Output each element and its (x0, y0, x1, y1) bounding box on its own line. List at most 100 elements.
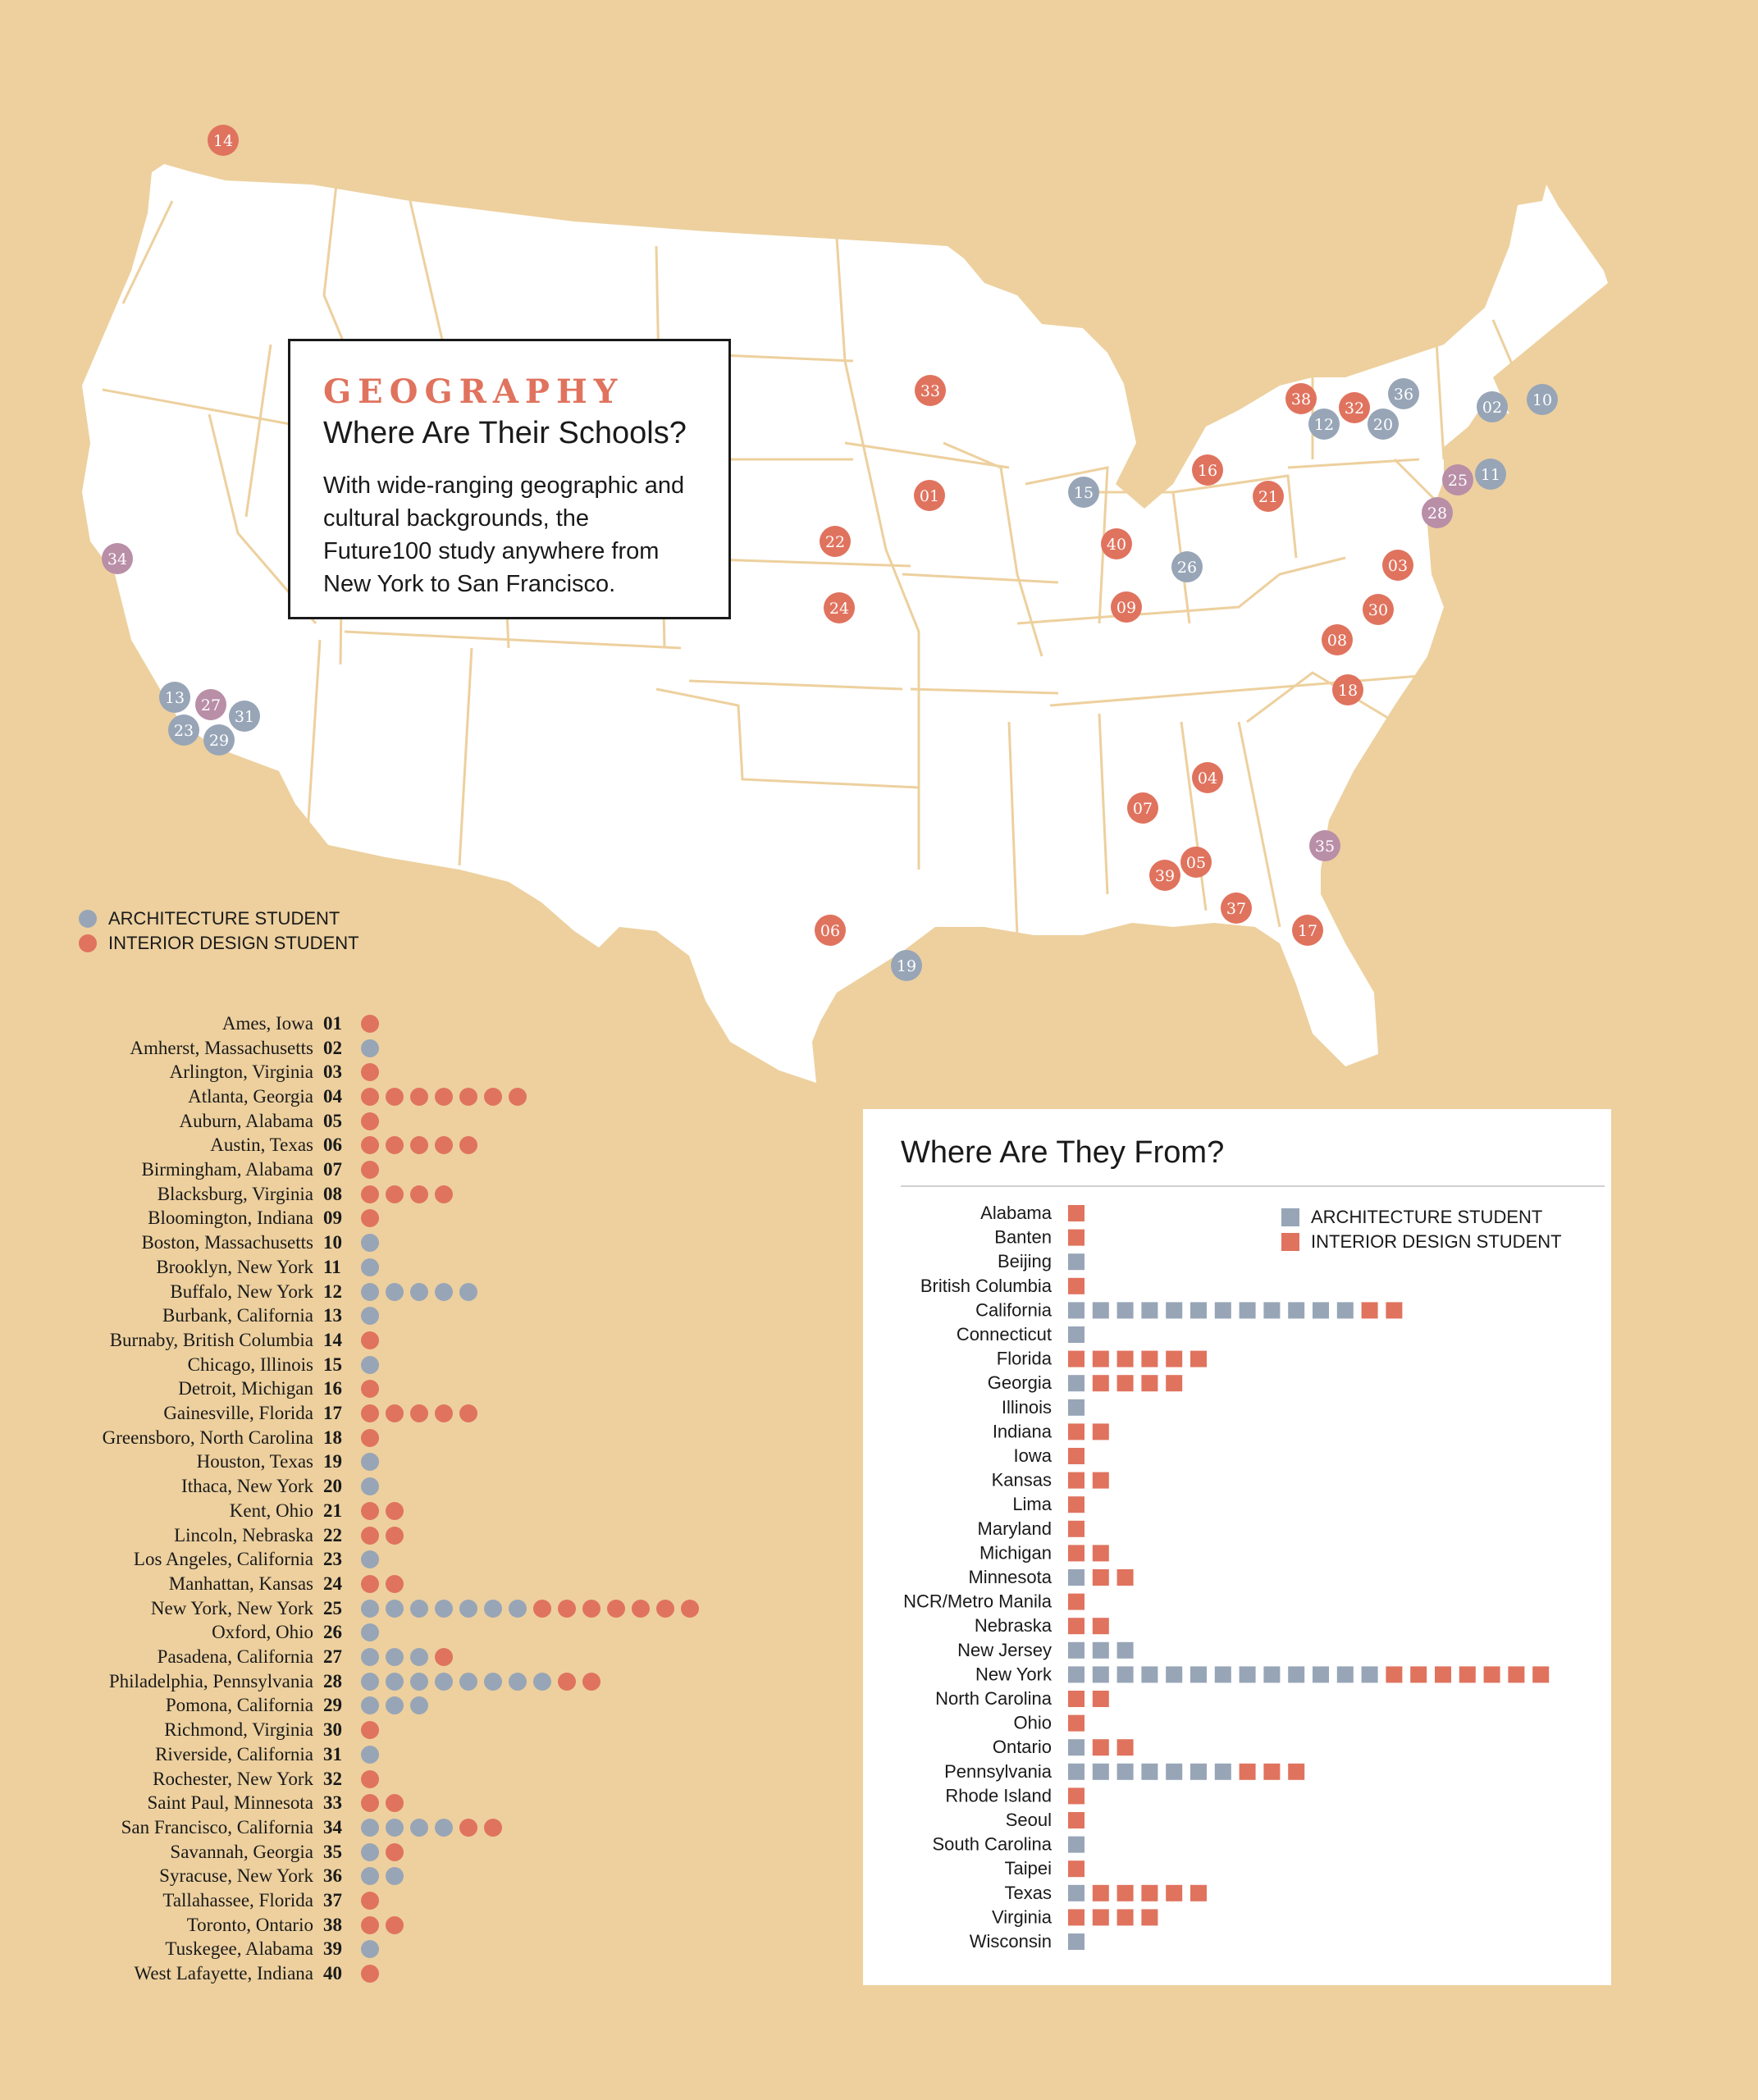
school-row: Buffalo, New York 12 (0, 1280, 738, 1304)
interior-square (1068, 1205, 1084, 1221)
interior-square (1166, 1375, 1183, 1392)
map-marker-circle (1171, 551, 1203, 582)
school-number: 14 (323, 1329, 342, 1350)
interior-student-dot (361, 1185, 379, 1203)
map-marker-circle (1527, 384, 1558, 415)
interior-student-dot (435, 1087, 453, 1106)
interior-square (1092, 1691, 1109, 1707)
school-name: Burnaby, British Columbia (109, 1329, 313, 1350)
map-marker-39: 39 (1149, 860, 1180, 891)
interior-student-dot (582, 1672, 600, 1691)
map-marker-circle (1101, 528, 1132, 559)
map-marker-label: 14 (213, 132, 233, 150)
chart-category-label: Ontario (993, 1737, 1052, 1757)
map-marker-label: 07 (1133, 800, 1153, 818)
map-marker-label: 19 (897, 957, 916, 975)
map-marker-circle (195, 689, 226, 720)
school-name: Kent, Ohio (229, 1500, 313, 1521)
interior-square (1068, 1472, 1084, 1489)
school-student-dots (361, 1672, 600, 1691)
interior-square (1068, 1618, 1084, 1635)
architecture-square (1214, 1302, 1231, 1319)
school-student-dots (361, 1696, 428, 1715)
map-marker-circle (1111, 591, 1142, 623)
architecture-square (1068, 1884, 1084, 1901)
interior-square (1116, 1884, 1134, 1901)
architecture-student-dot (386, 1648, 404, 1667)
map-marker-11: 11 (1475, 459, 1506, 490)
school-row: Oxford, Ohio 26 (0, 1621, 738, 1646)
interior-student-dot (386, 1404, 404, 1423)
architecture-student-dot (361, 1307, 379, 1326)
architecture-student-dot (410, 1696, 428, 1715)
map-marker-label: 03 (1388, 557, 1408, 575)
chart-category-label: New Jersey (957, 1640, 1052, 1660)
architecture-student-dot (361, 1672, 379, 1691)
chart-category-label: South Carolina (932, 1834, 1052, 1855)
school-name: Los Angeles, California (133, 1549, 313, 1570)
interior-square (1459, 1666, 1476, 1683)
school-row: Lincoln, Nebraska 22 (0, 1523, 738, 1548)
architecture-student-dot (484, 1599, 502, 1618)
interior-square (1166, 1884, 1183, 1901)
architecture-student-dot (386, 1867, 404, 1886)
school-student-dots (361, 1526, 404, 1545)
architecture-square (1263, 1302, 1281, 1319)
school-name: Bloomington, Indiana (148, 1208, 313, 1229)
map-marker-circle (1308, 409, 1340, 440)
interior-student-dot (361, 1161, 379, 1180)
architecture-student-dot (410, 1672, 428, 1691)
architecture-square (1116, 1763, 1134, 1780)
map-marker-circle (1339, 392, 1370, 423)
map-marker-label: 06 (820, 922, 840, 940)
school-row: Chicago, Illinois 15 (0, 1353, 738, 1377)
school-name: Boston, Massachusetts (141, 1232, 313, 1253)
school-student-dots (361, 1574, 404, 1593)
interior-square (1141, 1375, 1158, 1392)
school-student-dots (361, 1477, 379, 1496)
interior-student-dot (386, 1501, 404, 1520)
map-marker-label: 20 (1373, 416, 1393, 434)
map-marker-circle (1442, 464, 1473, 495)
chart-divider (901, 1185, 1605, 1187)
architecture-student-dot (361, 1550, 379, 1569)
map-legend: ARCHITECTURE STUDENT INTERIOR DESIGN STU… (79, 906, 359, 956)
architecture-square (1068, 1375, 1084, 1392)
school-number: 21 (323, 1500, 342, 1521)
school-row: Riverside, California 31 (0, 1742, 738, 1767)
interior-square (1263, 1763, 1281, 1780)
school-row: West Lafayette, Indiana 40 (0, 1961, 738, 1986)
school-name: Ames, Iowa (221, 1012, 313, 1034)
map-marker-25: 25 (1442, 464, 1473, 495)
school-row: Auburn, Alabama 05 (0, 1109, 738, 1134)
architecture-student-dot (509, 1672, 527, 1691)
school-number: 04 (323, 1085, 342, 1107)
map-marker-07: 07 (1127, 792, 1158, 824)
interior-student-dot (361, 1574, 379, 1593)
school-row: Detroit, Michigan 16 (0, 1377, 738, 1402)
architecture-student-dot (533, 1672, 551, 1691)
architecture-student-dot (435, 1282, 453, 1301)
interior-student-dot (386, 1526, 404, 1545)
interior-square (1483, 1666, 1500, 1683)
map-marker-21: 21 (1253, 481, 1284, 512)
interior-square (1410, 1666, 1427, 1683)
interior-student-dot (386, 1087, 404, 1106)
school-student-dots (361, 1404, 477, 1423)
school-number: 40 (323, 1963, 342, 1984)
interior-student-dot (361, 1209, 379, 1228)
school-row: Savannah, Georgia 35 (0, 1840, 738, 1865)
map-marker-circle (1477, 391, 1508, 422)
map-marker-label: 11 (1481, 466, 1500, 484)
architecture-square (1116, 1641, 1134, 1659)
school-student-dots (361, 1818, 502, 1837)
school-student-dots (361, 1550, 379, 1569)
architecture-square (1068, 1326, 1084, 1343)
architecture-square (1141, 1763, 1158, 1780)
map-marker-circle (1475, 459, 1506, 490)
chart-category-label: Kansas (992, 1470, 1052, 1491)
school-number: 01 (323, 1012, 342, 1034)
school-student-dots (361, 1428, 379, 1447)
chart-category-label: Nebraska (975, 1615, 1053, 1636)
school-student-dots (361, 1039, 379, 1057)
